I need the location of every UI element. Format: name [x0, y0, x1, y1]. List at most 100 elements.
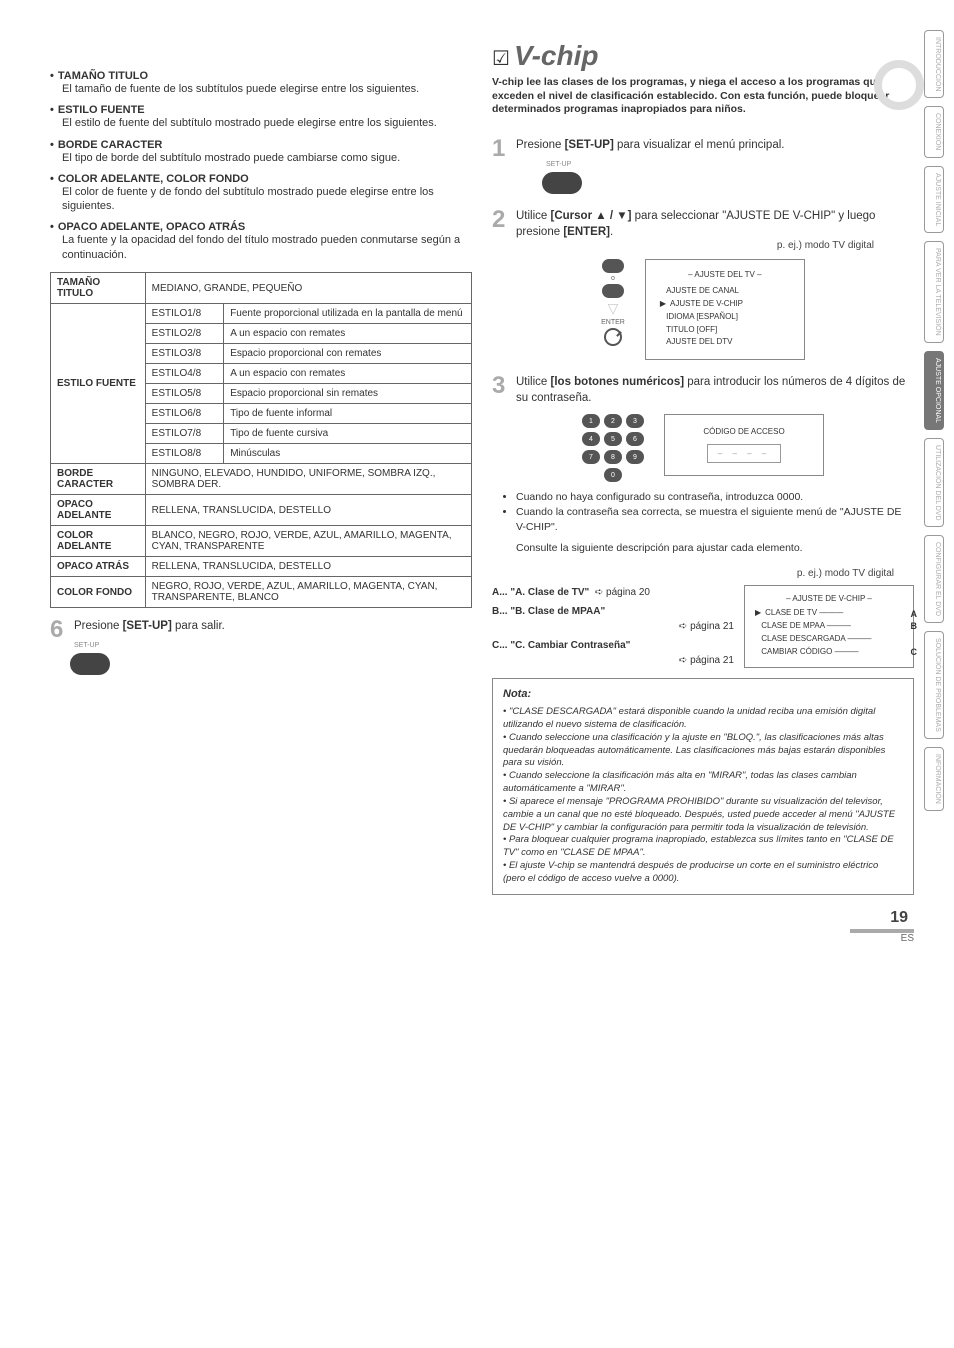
- numpad-icon: 1234567890: [582, 414, 644, 482]
- right-column: ☑ V-chip V-chip lee las clases de los pr…: [492, 40, 914, 895]
- t: Presione: [74, 620, 123, 632]
- left-column: •TAMAÑO TITULOEl tamaño de fuente de los…: [50, 40, 472, 895]
- list-item: Cuando la contraseña sea correcta, se mu…: [516, 505, 914, 534]
- bullet-body: El color de fuente y de fondo del subtít…: [62, 185, 472, 214]
- options-table: TAMAÑO TITULOMEDIANO, GRANDE, PEQUEÑOEST…: [50, 272, 472, 608]
- step-text: Presione [SET-UP] para visualizar el men…: [516, 137, 914, 153]
- step-number: 3: [492, 374, 510, 398]
- note-item: Para bloquear cualquier programa inaprop…: [503, 834, 903, 860]
- table-cell: ESTILO5/8: [145, 384, 224, 404]
- t: Presione: [516, 139, 565, 151]
- table-cell: ESTILO3/8: [145, 344, 224, 364]
- note-item: Si aparece el mensaje "PROGRAMA PROHIBID…: [503, 796, 903, 834]
- bullet-body: El tamaño de fuente de los subtítulos pu…: [62, 82, 472, 96]
- table-cell: ESTILO8/8: [145, 444, 224, 464]
- side-tab[interactable]: PARA VER LA TELEVISIÓN: [924, 241, 944, 343]
- side-tab[interactable]: AJUSTE OPCIONAL: [924, 351, 944, 430]
- step3-bullets: Cuando no haya configurado su contraseña…: [516, 490, 914, 534]
- button-label: SET-UP: [74, 642, 472, 649]
- screen-line: IDIOMA [ESPAÑOL]: [660, 311, 790, 324]
- cursor-buttons-icon: o ▽ ENTER: [601, 259, 625, 346]
- page-footer: 19 ES: [50, 909, 914, 944]
- code-title: CÓDIGO DE ACCESO: [681, 427, 807, 436]
- table-header-cell: OPACO ADELANTE: [51, 495, 146, 526]
- numkey-icon: 7: [582, 450, 600, 464]
- step3-tail: Consulte la siguiente descripción para a…: [516, 542, 914, 554]
- screen-line: ▶AJUSTE DE V-CHIP: [660, 298, 790, 311]
- numkey-icon: 1: [582, 414, 600, 428]
- table-row: OPACO ADELANTERELLENA, TRANSLUCIDA, DEST…: [51, 495, 472, 526]
- t: Utilice: [516, 210, 551, 222]
- setup-button-icon: [542, 172, 582, 194]
- footer-code: ES: [901, 933, 914, 944]
- side-tab[interactable]: INTRODUCCIÓN: [924, 30, 944, 98]
- enter-label: ENTER: [601, 319, 625, 326]
- table-header-cell: BORDE CARACTER: [51, 464, 146, 495]
- side-tab[interactable]: CONEXIÓN: [924, 106, 944, 157]
- tv-menu-screen: – AJUSTE DEL TV – AJUSTE DE CANAL▶AJUSTE…: [645, 259, 805, 360]
- section-intro: V-chip lee las clases de los programas, …: [492, 76, 914, 117]
- bullet-item: •BORDE CARACTEREl tipo de borde del subt…: [50, 139, 472, 165]
- checkbox-icon: ☑: [492, 46, 510, 71]
- t: [los botones numéricos]: [551, 376, 685, 388]
- bullet-head: •TAMAÑO TITULO: [50, 70, 472, 82]
- table-row: COLOR FONDONEGRO, ROJO, VERDE, AZUL, AMA…: [51, 577, 472, 608]
- step3-diagram: 1234567890 CÓDIGO DE ACCESO – – – –: [492, 414, 914, 482]
- side-tab[interactable]: SOLUCIÓN DE PROBLEMAS: [924, 631, 944, 739]
- table-cell: ESTILO1/8: [145, 304, 224, 324]
- step-number: 2: [492, 208, 510, 232]
- abc-a: A... "A. Clase de TV": [492, 587, 589, 598]
- t: [Cursor ▲ / ▼]: [551, 210, 632, 222]
- table-cell: RELLENA, TRANSLUCIDA, DESTELLO: [145, 557, 471, 577]
- setup-button-icon: [70, 653, 110, 675]
- side-tab[interactable]: CONFIGURAR EL DVD: [924, 535, 944, 623]
- screen-line: TITULO [OFF]: [660, 324, 790, 337]
- side-tab[interactable]: AJUSTE INICIAL: [924, 166, 944, 233]
- bullet-item: •TAMAÑO TITULOEl tamaño de fuente de los…: [50, 70, 472, 96]
- screen-title: – AJUSTE DEL TV –: [660, 270, 790, 279]
- side-tab[interactable]: INFORMACIÓN: [924, 747, 944, 811]
- table-cell: ESTILO2/8: [145, 324, 224, 344]
- bullet-body: La fuente y la opacidad del fondo del tí…: [62, 233, 472, 262]
- step-6: 6 Presione [SET-UP] para salir. SET-UP: [50, 618, 472, 675]
- button-label: SET-UP: [546, 161, 914, 168]
- side-tab[interactable]: UTILIZACIÓN DEL DVD: [924, 438, 944, 528]
- step-1: 1 Presione [SET-UP] para visualizar el m…: [492, 137, 914, 194]
- numkey-icon: 6: [626, 432, 644, 446]
- two-column-layout: •TAMAÑO TITULOEl tamaño de fuente de los…: [50, 40, 914, 895]
- table-row: ESTILO FUENTEESTILO1/8Fuente proporciona…: [51, 304, 472, 324]
- numkey-icon: 8: [604, 450, 622, 464]
- table-cell: Tipo de fuente informal: [224, 404, 472, 424]
- table-cell: A un espacio con remates: [224, 364, 472, 384]
- table-cell: Tipo de fuente cursiva: [224, 424, 472, 444]
- table-cell: NEGRO, ROJO, VERDE, AZUL, AMARILLO, MAGE…: [145, 577, 471, 608]
- enter-button-icon: [604, 328, 622, 346]
- bullet-item: •ESTILO FUENTEEl estilo de fuente del su…: [50, 104, 472, 130]
- up-button-icon: [602, 259, 624, 273]
- numkey-icon: 2: [604, 414, 622, 428]
- screen-line: CLASE DESCARGADA ———: [755, 633, 903, 646]
- down-arrow-icon: ▽: [608, 300, 619, 317]
- abc-labels: A... "A. Clase de TV" ➪ página 20 B... "…: [492, 585, 734, 668]
- table-cell: ESTILO7/8: [145, 424, 224, 444]
- bullet-body: El tipo de borde del subtítulo mostrado …: [62, 151, 472, 165]
- note-item: El ajuste V-chip se mantendrá después de…: [503, 860, 903, 886]
- bullet-body: El estilo de fuente del subtítulo mostra…: [62, 116, 472, 130]
- bullet-head: •BORDE CARACTER: [50, 139, 472, 151]
- step-text: Utilice [Cursor ▲ / ▼] para seleccionar …: [516, 208, 914, 240]
- note-item: Cuando seleccione la clasificación más a…: [503, 770, 903, 796]
- screen-line: AJUSTE DE CANAL: [660, 285, 790, 298]
- screen-line: ▶CLASE DE TV ———A: [755, 607, 903, 620]
- section-title: V-chip: [514, 40, 599, 72]
- table-cell: ESTILO4/8: [145, 364, 224, 384]
- t: para salir.: [172, 620, 225, 632]
- table-cell: Espacio proporcional con remates: [224, 344, 472, 364]
- table-cell: Minúsculas: [224, 444, 472, 464]
- note-item: "CLASE DESCARGADA" estará disponible cua…: [503, 706, 903, 732]
- t: [SET-UP]: [565, 139, 614, 151]
- screen-line: AJUSTE DEL DTV: [660, 336, 790, 349]
- table-cell: BLANCO, NEGRO, ROJO, VERDE, AZUL, AMARIL…: [145, 526, 471, 557]
- or-label: o: [611, 275, 615, 282]
- t: [ENTER]: [563, 226, 610, 238]
- numkey-icon: 5: [604, 432, 622, 446]
